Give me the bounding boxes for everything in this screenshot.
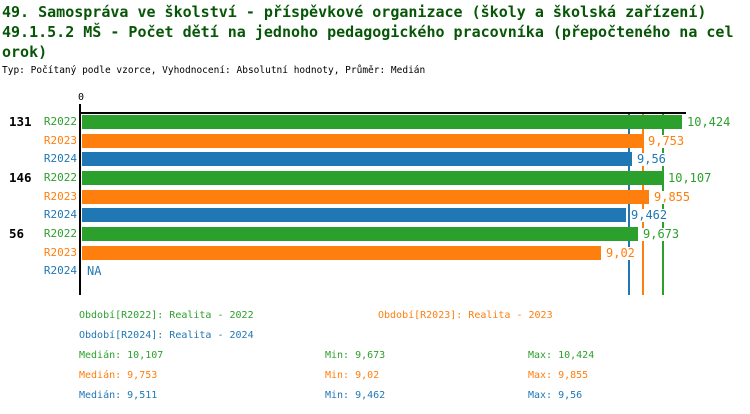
x-axis-tick xyxy=(79,104,81,112)
stat-median-r2023: Medián: 9,753 xyxy=(79,370,158,381)
median-line-r2024 xyxy=(628,114,630,295)
bar-146-r2023 xyxy=(82,190,649,204)
bar-value-56-r2022: 9,673 xyxy=(642,227,681,241)
x-axis-line xyxy=(79,112,686,114)
bar-131-r2023 xyxy=(82,134,643,148)
bar-value-56-r2023: 9,02 xyxy=(605,246,636,260)
bar-146-r2024 xyxy=(82,208,626,222)
report-title-line-2: 49.1.5.2 MŠ - Počet dětí na jednoho peda… xyxy=(2,23,734,41)
stat-median-r2022: Medián: 10,107 xyxy=(79,350,164,361)
row-label-r2022: R2022 xyxy=(43,115,77,128)
stat-min-r2022: Min: 9,673 xyxy=(325,350,386,361)
bar-131-r2024 xyxy=(82,152,632,166)
row-label-r2022: R2022 xyxy=(43,171,77,184)
row-label-r2024: R2024 xyxy=(43,208,77,221)
row-label-r2024: R2024 xyxy=(43,152,77,165)
bar-na-56-r2024: NA xyxy=(87,264,102,278)
legend-item-r2023: Období[R2023]: Realita - 2023 xyxy=(378,310,553,321)
row-label-r2023: R2023 xyxy=(43,134,77,147)
stat-min-r2024: Min: 9,462 xyxy=(325,390,386,401)
bar-146-r2022 xyxy=(82,171,663,185)
bar-56-r2023 xyxy=(82,246,601,260)
stat-max-r2023: Max: 9,855 xyxy=(528,370,589,381)
stat-max-r2022: Max: 10,424 xyxy=(528,350,595,361)
bar-value-146-r2022: 10,107 xyxy=(667,171,713,185)
x-axis-zero-label: 0 xyxy=(77,92,85,103)
group-label-56: 56 xyxy=(9,226,25,241)
legend-item-r2024: Období[R2024]: Realita - 2024 xyxy=(79,330,254,341)
row-label-r2023: R2023 xyxy=(43,246,77,259)
median-line-r2023 xyxy=(642,114,644,295)
bar-value-131-r2022: 10,424 xyxy=(686,115,732,129)
row-label-r2023: R2023 xyxy=(43,190,77,203)
row-label-r2022: R2022 xyxy=(43,227,77,240)
bar-value-131-r2023: 9,753 xyxy=(647,134,686,148)
group-label-131: 131 xyxy=(9,114,32,129)
stat-min-r2023: Min: 9,02 xyxy=(325,370,380,381)
report-title-line-3: orok) xyxy=(2,43,48,61)
stat-max-r2024: Max: 9,56 xyxy=(528,390,583,401)
bar-value-131-r2024: 9,56 xyxy=(636,152,667,166)
stat-median-r2024: Medián: 9,511 xyxy=(79,390,158,401)
row-label-r2024: R2024 xyxy=(43,264,77,277)
report-meta-line: Typ: Počítaný podle vzorce, Vyhodnocení:… xyxy=(2,65,426,76)
median-line-r2022 xyxy=(662,114,664,295)
group-label-146: 146 xyxy=(9,170,32,185)
bar-56-r2022 xyxy=(82,227,638,241)
bar-value-146-r2024: 9,462 xyxy=(630,208,669,222)
y-axis-line xyxy=(79,112,81,295)
bar-131-r2022 xyxy=(82,115,682,129)
bar-value-146-r2023: 9,855 xyxy=(653,190,692,204)
report-title-line-1: 49. Samospráva ve školství - příspěvkové… xyxy=(2,3,707,21)
legend-item-r2022: Období[R2022]: Realita - 2022 xyxy=(79,310,254,321)
